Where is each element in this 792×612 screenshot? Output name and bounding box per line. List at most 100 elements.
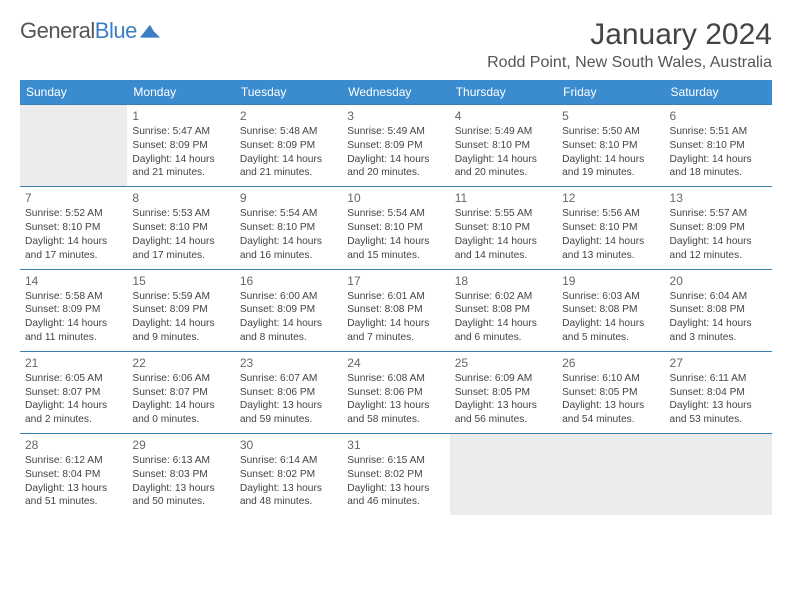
sunrise-text: Sunrise: 6:01 AM (347, 290, 444, 304)
calendar-cell: 24Sunrise: 6:08 AMSunset: 8:06 PMDayligh… (342, 351, 449, 433)
daylight-text: Daylight: 14 hours and 13 minutes. (562, 235, 659, 263)
calendar-table: Sunday Monday Tuesday Wednesday Thursday… (20, 80, 772, 515)
daylight-text: Daylight: 13 hours and 56 minutes. (455, 399, 552, 427)
calendar-cell: 13Sunrise: 5:57 AMSunset: 8:09 PMDayligh… (665, 187, 772, 269)
calendar-cell (557, 434, 664, 516)
day-header: Sunday (20, 80, 127, 105)
daylight-text: Daylight: 14 hours and 0 minutes. (132, 399, 229, 427)
day-header-row: Sunday Monday Tuesday Wednesday Thursday… (20, 80, 772, 105)
sunset-text: Sunset: 8:08 PM (347, 303, 444, 317)
sunrise-text: Sunrise: 6:03 AM (562, 290, 659, 304)
sunrise-text: Sunrise: 6:12 AM (25, 454, 122, 468)
calendar-cell: 16Sunrise: 6:00 AMSunset: 8:09 PMDayligh… (235, 269, 342, 351)
sunset-text: Sunset: 8:06 PM (240, 386, 337, 400)
calendar-cell: 3Sunrise: 5:49 AMSunset: 8:09 PMDaylight… (342, 105, 449, 187)
calendar-cell: 28Sunrise: 6:12 AMSunset: 8:04 PMDayligh… (20, 434, 127, 516)
month-title: January 2024 (487, 18, 772, 52)
sunset-text: Sunset: 8:10 PM (562, 139, 659, 153)
logo-word1: General (20, 18, 95, 43)
calendar-cell: 5Sunrise: 5:50 AMSunset: 8:10 PMDaylight… (557, 105, 664, 187)
day-header: Thursday (450, 80, 557, 105)
sunrise-text: Sunrise: 6:00 AM (240, 290, 337, 304)
sunset-text: Sunset: 8:09 PM (132, 139, 229, 153)
calendar-cell: 11Sunrise: 5:55 AMSunset: 8:10 PMDayligh… (450, 187, 557, 269)
calendar-cell: 23Sunrise: 6:07 AMSunset: 8:06 PMDayligh… (235, 351, 342, 433)
sunset-text: Sunset: 8:04 PM (670, 386, 767, 400)
page-header: GeneralBlue January 2024 Rodd Point, New… (20, 18, 772, 72)
daylight-text: Daylight: 13 hours and 48 minutes. (240, 482, 337, 510)
sunrise-text: Sunrise: 6:11 AM (670, 372, 767, 386)
daylight-text: Daylight: 14 hours and 8 minutes. (240, 317, 337, 345)
sunset-text: Sunset: 8:09 PM (132, 303, 229, 317)
daylight-text: Daylight: 14 hours and 20 minutes. (347, 153, 444, 181)
daylight-text: Daylight: 14 hours and 15 minutes. (347, 235, 444, 263)
calendar-cell: 29Sunrise: 6:13 AMSunset: 8:03 PMDayligh… (127, 434, 234, 516)
day-number: 10 (347, 190, 444, 206)
sunrise-text: Sunrise: 5:47 AM (132, 125, 229, 139)
sunrise-text: Sunrise: 5:51 AM (670, 125, 767, 139)
daylight-text: Daylight: 14 hours and 9 minutes. (132, 317, 229, 345)
sunset-text: Sunset: 8:08 PM (455, 303, 552, 317)
sunset-text: Sunset: 8:09 PM (240, 303, 337, 317)
calendar-cell: 30Sunrise: 6:14 AMSunset: 8:02 PMDayligh… (235, 434, 342, 516)
sunset-text: Sunset: 8:09 PM (347, 139, 444, 153)
sunrise-text: Sunrise: 6:14 AM (240, 454, 337, 468)
calendar-week-row: 28Sunrise: 6:12 AMSunset: 8:04 PMDayligh… (20, 434, 772, 516)
calendar-cell: 17Sunrise: 6:01 AMSunset: 8:08 PMDayligh… (342, 269, 449, 351)
sunrise-text: Sunrise: 5:56 AM (562, 207, 659, 221)
sunrise-text: Sunrise: 5:48 AM (240, 125, 337, 139)
day-number: 9 (240, 190, 337, 206)
day-header: Tuesday (235, 80, 342, 105)
sunrise-text: Sunrise: 6:02 AM (455, 290, 552, 304)
calendar-cell: 21Sunrise: 6:05 AMSunset: 8:07 PMDayligh… (20, 351, 127, 433)
sunrise-text: Sunrise: 5:49 AM (455, 125, 552, 139)
calendar-cell (665, 434, 772, 516)
day-number: 12 (562, 190, 659, 206)
sunset-text: Sunset: 8:02 PM (347, 468, 444, 482)
calendar-cell: 14Sunrise: 5:58 AMSunset: 8:09 PMDayligh… (20, 269, 127, 351)
day-number: 25 (455, 355, 552, 371)
calendar-week-row: 21Sunrise: 6:05 AMSunset: 8:07 PMDayligh… (20, 351, 772, 433)
calendar-cell: 31Sunrise: 6:15 AMSunset: 8:02 PMDayligh… (342, 434, 449, 516)
calendar-cell: 12Sunrise: 5:56 AMSunset: 8:10 PMDayligh… (557, 187, 664, 269)
calendar-cell: 8Sunrise: 5:53 AMSunset: 8:10 PMDaylight… (127, 187, 234, 269)
sunrise-text: Sunrise: 6:07 AM (240, 372, 337, 386)
calendar-cell: 15Sunrise: 5:59 AMSunset: 8:09 PMDayligh… (127, 269, 234, 351)
logo-word2: Blue (95, 18, 137, 43)
daylight-text: Daylight: 13 hours and 50 minutes. (132, 482, 229, 510)
calendar-cell: 1Sunrise: 5:47 AMSunset: 8:09 PMDaylight… (127, 105, 234, 187)
sunset-text: Sunset: 8:10 PM (240, 221, 337, 235)
sunset-text: Sunset: 8:10 PM (347, 221, 444, 235)
daylight-text: Daylight: 14 hours and 16 minutes. (240, 235, 337, 263)
sunrise-text: Sunrise: 5:57 AM (670, 207, 767, 221)
day-number: 27 (670, 355, 767, 371)
sunset-text: Sunset: 8:03 PM (132, 468, 229, 482)
daylight-text: Daylight: 14 hours and 2 minutes. (25, 399, 122, 427)
day-number: 5 (562, 108, 659, 124)
sunrise-text: Sunrise: 5:52 AM (25, 207, 122, 221)
calendar-cell: 19Sunrise: 6:03 AMSunset: 8:08 PMDayligh… (557, 269, 664, 351)
sunset-text: Sunset: 8:10 PM (562, 221, 659, 235)
location-text: Rodd Point, New South Wales, Australia (487, 54, 772, 72)
sunset-text: Sunset: 8:04 PM (25, 468, 122, 482)
calendar-cell: 27Sunrise: 6:11 AMSunset: 8:04 PMDayligh… (665, 351, 772, 433)
calendar-week-row: 7Sunrise: 5:52 AMSunset: 8:10 PMDaylight… (20, 187, 772, 269)
calendar-cell: 10Sunrise: 5:54 AMSunset: 8:10 PMDayligh… (342, 187, 449, 269)
day-number: 26 (562, 355, 659, 371)
sunset-text: Sunset: 8:07 PM (132, 386, 229, 400)
day-header: Saturday (665, 80, 772, 105)
sunset-text: Sunset: 8:08 PM (670, 303, 767, 317)
day-header: Wednesday (342, 80, 449, 105)
day-number: 19 (562, 273, 659, 289)
day-number: 14 (25, 273, 122, 289)
day-number: 16 (240, 273, 337, 289)
sunset-text: Sunset: 8:10 PM (455, 139, 552, 153)
day-number: 6 (670, 108, 767, 124)
logo-text: GeneralBlue (20, 18, 137, 44)
sunrise-text: Sunrise: 6:13 AM (132, 454, 229, 468)
calendar-cell: 6Sunrise: 5:51 AMSunset: 8:10 PMDaylight… (665, 105, 772, 187)
sunrise-text: Sunrise: 6:15 AM (347, 454, 444, 468)
day-number: 30 (240, 437, 337, 453)
daylight-text: Daylight: 14 hours and 20 minutes. (455, 153, 552, 181)
sunset-text: Sunset: 8:09 PM (240, 139, 337, 153)
